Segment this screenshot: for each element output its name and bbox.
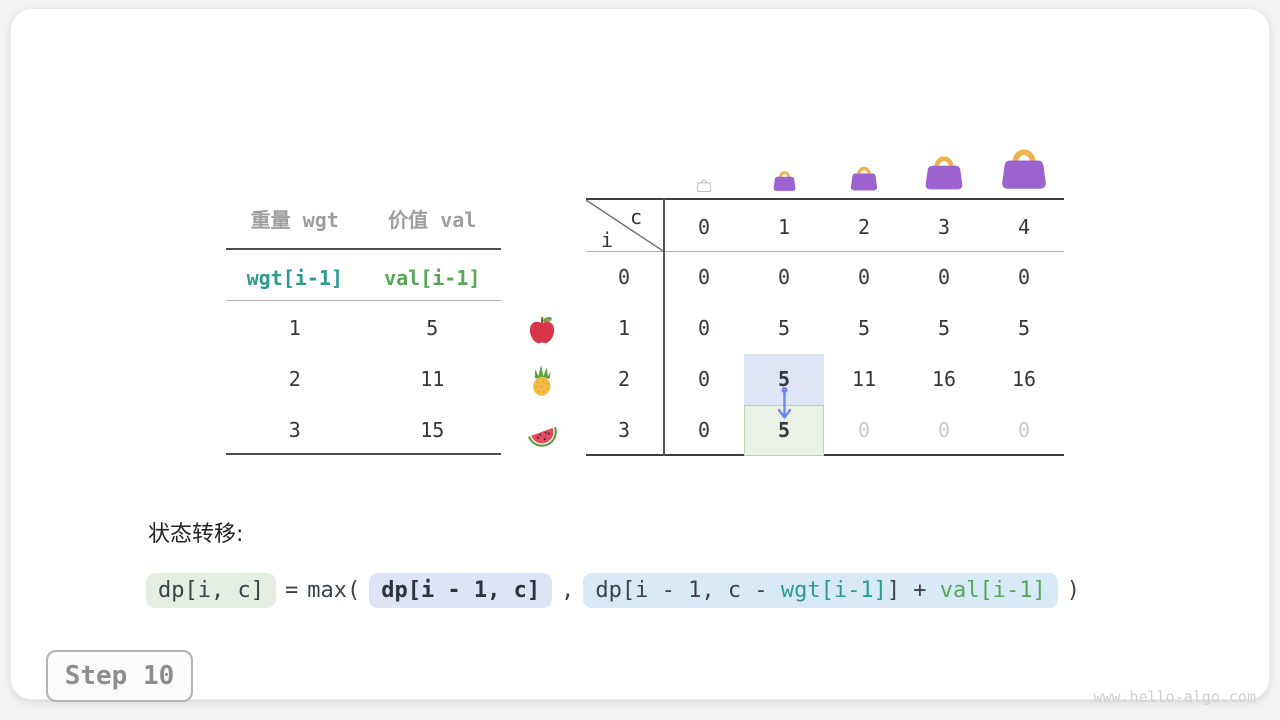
formula-equals: = <box>284 577 299 603</box>
value-column-header: 价值 val <box>388 208 477 232</box>
dp-table-header-rule <box>586 251 1064 252</box>
dp-row-label: 1 <box>617 316 631 340</box>
dp-cell: 16 <box>931 367 957 391</box>
row-var-label: i <box>601 228 614 252</box>
step-badge-label: Step 10 <box>64 661 175 691</box>
dp-cell: 0 <box>697 265 711 289</box>
state-transition-label: 状态转移: <box>148 522 244 547</box>
col-var-label: c <box>630 205 643 229</box>
bag-small-icon <box>773 171 795 191</box>
dp-cell: 0 <box>697 367 711 391</box>
dp-table-bottom-rule <box>586 454 1064 456</box>
dp-cell: 5 <box>857 316 871 340</box>
bag-empty-icon <box>696 179 712 192</box>
formula-arg2: dp[i - 1, c - wgt[i-1]] + val[i-1] <box>583 572 1058 608</box>
dp-cell: 11 <box>851 367 877 391</box>
items-table-top-rule <box>226 248 501 250</box>
dp-cell: 5 <box>1017 316 1031 340</box>
formula-close-paren: ) <box>1066 577 1081 603</box>
dp-cell: 0 <box>857 265 871 289</box>
items-table-row: 2 11 <box>226 354 501 405</box>
dp-row-label: 0 <box>617 265 631 289</box>
item-weight-value: 1 <box>288 316 301 340</box>
item-weight-value: 2 <box>288 367 301 391</box>
item-value-value: 11 <box>420 367 445 391</box>
bag-large-icon <box>925 156 963 190</box>
items-table-header: 重量 wgt 价值 val <box>226 202 501 238</box>
dp-cell: 0 <box>1017 418 1031 442</box>
bag-medium-icon <box>850 166 878 191</box>
corner-diagonal-line <box>586 200 664 252</box>
dp-row-label: 3 <box>617 418 631 442</box>
dp-cell: 0 <box>857 418 871 442</box>
dp-cell: 0 <box>937 265 951 289</box>
item-value-value: 5 <box>426 316 439 340</box>
formula-arg2-part: ] + <box>886 577 940 603</box>
formula-max-open: max( <box>307 577 361 603</box>
dp-cell: 5 <box>777 367 791 391</box>
items-table-row: 3 15 <box>226 405 501 456</box>
apple-icon <box>529 316 555 344</box>
dp-cell: 5 <box>777 418 791 442</box>
transition-arrow <box>777 387 792 419</box>
bag-xlarge-icon <box>1002 149 1046 189</box>
dp-table-vertical-rule <box>663 198 665 456</box>
dp-cell: 5 <box>777 316 791 340</box>
dp-col-header: 4 <box>1017 215 1031 239</box>
dp-cell: 0 <box>1017 265 1031 289</box>
items-table-rows: 1 5 2 11 3 15 <box>226 303 501 456</box>
formula-lhs: dp[i, c] <box>146 572 276 608</box>
dp-cell: 0 <box>697 316 711 340</box>
dp-table-top-rule <box>586 198 1064 200</box>
watermark: www.hello-algo.com <box>1093 688 1256 706</box>
dp-cell: 0 <box>937 418 951 442</box>
formula-arg2-part: val[i-1] <box>939 577 1046 603</box>
items-table-mid-rule <box>226 300 501 301</box>
formula-arg2-part: dp[i - 1, c - <box>595 577 781 603</box>
weight-column-header: 重量 wgt <box>250 208 339 232</box>
val-index-label: val[i-1] <box>384 266 481 290</box>
dp-col-header: 1 <box>777 215 791 239</box>
wgt-index-label: wgt[i-1] <box>246 266 343 290</box>
pineapple-icon <box>533 365 551 396</box>
dp-cell: 5 <box>937 316 951 340</box>
watermelon-icon <box>528 426 557 447</box>
step-badge: Step 10 <box>46 650 193 702</box>
dp-col-header: 3 <box>937 215 951 239</box>
formula-comma: , <box>561 577 575 603</box>
formula-arg2-part: wgt[i-1] <box>780 577 887 603</box>
items-table-bottom-rule <box>226 453 501 455</box>
dp-col-header: 0 <box>697 215 711 239</box>
dp-cell: 0 <box>697 418 711 442</box>
dp-cell: 16 <box>1011 367 1037 391</box>
items-table-index-row: wgt[i-1] val[i-1] <box>226 261 501 295</box>
item-weight-value: 3 <box>288 418 301 442</box>
dp-col-header: 2 <box>857 215 871 239</box>
canvas-card: 重量 wgt 价值 val wgt[i-1] val[i-1] 1 5 2 11 3 15… <box>10 8 1270 706</box>
state-transition-formula: dp[i, c] = max( dp[i - 1, c] , dp[i - 1,… <box>146 568 1080 612</box>
formula-arg1: dp[i - 1, c] <box>369 572 553 608</box>
item-value-value: 15 <box>420 418 445 442</box>
dp-row-label: 2 <box>617 367 631 391</box>
dp-cell: 0 <box>777 265 791 289</box>
